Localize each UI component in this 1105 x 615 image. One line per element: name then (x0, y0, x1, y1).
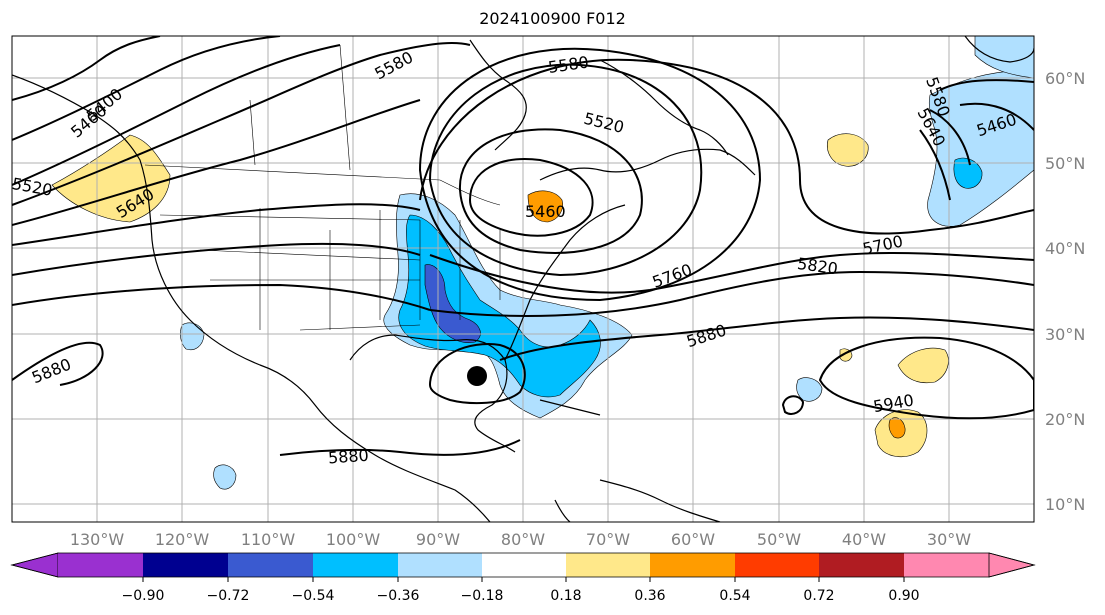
contour-5760-west (12, 242, 421, 276)
contour-5940-small (781, 395, 805, 415)
contour-5760-east (429, 251, 1034, 294)
positive-anomaly-tropical-mid (888, 417, 906, 439)
contour-5880-east (499, 316, 1034, 361)
colorbar-segment (58, 553, 143, 577)
contour-5520-west (12, 44, 341, 186)
contour-east-5460 (959, 102, 1034, 131)
colorbar-segment (735, 553, 819, 577)
negative-anomaly-central-us-mid (398, 214, 601, 398)
map-frame (11, 35, 1035, 523)
contour-5880-south (279, 439, 521, 456)
lat-label-20n: 20°N (1045, 410, 1085, 429)
colorbar-tick-label: 0.36 (634, 588, 665, 604)
colorbar-tick-label: 0.90 (888, 588, 919, 604)
colorbar-segment (566, 553, 650, 577)
contour-5580-west (12, 42, 471, 206)
longitude-labels: 130°W 120°W 110°W 100°W 90°W 80°W 70°W 6… (70, 530, 971, 549)
positive-anomaly-maritimes (527, 190, 563, 223)
colorbar-tick-label: −0.54 (292, 588, 335, 604)
contour-label: 5460 (525, 202, 566, 221)
negative-anomaly-north-atlantic-mid (953, 157, 983, 189)
contour-5700-west (12, 203, 421, 246)
lon-label-110w: 110°W (241, 530, 296, 549)
contour-east-5580 (929, 109, 971, 166)
contour-east-5640 (919, 129, 951, 201)
contour-low-5460 (468, 158, 594, 237)
lon-label-50w: 50°W (757, 530, 801, 549)
negative-anomaly-east-pacific (213, 464, 237, 490)
lat-label-10n: 10°N (1045, 495, 1085, 514)
lat-label-40n: 40°N (1045, 239, 1085, 258)
colorbar-tick-label: −0.72 (207, 588, 250, 604)
contour-low-5520 (458, 128, 643, 254)
lon-label-30w: 30°W (927, 530, 971, 549)
colorbar-ticks (142, 577, 905, 582)
colorbar-tick-label: −0.36 (377, 588, 420, 604)
lat-label-50n: 50°N (1045, 154, 1085, 173)
lon-label-100w: 100°W (326, 530, 381, 549)
lon-label-60w: 60°W (671, 530, 715, 549)
colorbar-tick-label: 0.18 (550, 588, 581, 604)
colorbar-segment (650, 553, 735, 577)
negative-anomaly-central-us-strong (424, 264, 481, 343)
contour-label: 5880 (327, 446, 369, 468)
lat-label-60n: 60°N (1045, 69, 1085, 88)
colorbar-tick-label: 0.72 (803, 588, 834, 604)
colorbar-tick-label: −0.90 (122, 588, 165, 604)
contour-5640-west (12, 99, 421, 226)
contour-5880-mexico (12, 341, 104, 386)
lon-label-70w: 70°W (586, 530, 630, 549)
colorbar-outline (10, 552, 1036, 578)
colorbar-segment (482, 553, 566, 577)
graticule (12, 36, 1034, 522)
lat-label-30n: 30°N (1045, 325, 1085, 344)
lon-label-90w: 90°W (416, 530, 460, 549)
map-title: 2024100900 F012 (479, 9, 626, 28)
colorbar-segment (398, 553, 482, 577)
colorbar-segment (143, 553, 228, 577)
contour-east-5520 (939, 79, 1034, 91)
height-contours (12, 36, 1034, 456)
contour-low-5580 (428, 63, 703, 277)
latitude-labels: 60°N 50°N 40°N 30°N 20°N 10°N (1045, 69, 1085, 514)
contour-low-5700 (419, 58, 1034, 235)
storm-center-marker (467, 366, 487, 386)
positive-anomaly-mid-atlantic (827, 133, 869, 167)
contour-5880-gulf (428, 343, 526, 405)
negative-anomaly-baja (180, 322, 205, 351)
contour-5460-west (12, 36, 281, 141)
colorbar-arrow-left (10, 552, 59, 578)
colorbar-segment (228, 553, 313, 577)
negative-anomaly-atlantic-small (796, 377, 823, 402)
colorbar-segment (313, 553, 398, 577)
contour-5940 (818, 336, 1034, 420)
contour-5820-west (12, 283, 431, 311)
lon-label-130w: 130°W (70, 530, 125, 549)
political-boundaries (144, 44, 501, 331)
colorbar-segment (819, 553, 904, 577)
colorbar-segment (904, 553, 989, 577)
colorbar-tick-label: 0.54 (719, 588, 750, 604)
contour-low-5640 (418, 47, 762, 302)
lon-label-40w: 40°W (842, 530, 886, 549)
lon-label-80w: 80°W (501, 530, 545, 549)
lon-label-120w: 120°W (155, 530, 210, 549)
colorbar-tick-label: −0.18 (461, 588, 504, 604)
positive-anomaly-pacific-nw (51, 134, 171, 223)
contour-5400 (12, 36, 161, 101)
coastlines (12, 36, 1034, 522)
colorbar: −0.90 −0.72 −0.54 −0.36 −0.18 0.18 0.36 … (10, 552, 1036, 604)
contour-5820-east (429, 270, 1034, 317)
colorbar-arrow-right (988, 552, 1036, 578)
anomaly-shading (51, 36, 1034, 490)
positive-anomaly-subtropical (897, 347, 949, 384)
